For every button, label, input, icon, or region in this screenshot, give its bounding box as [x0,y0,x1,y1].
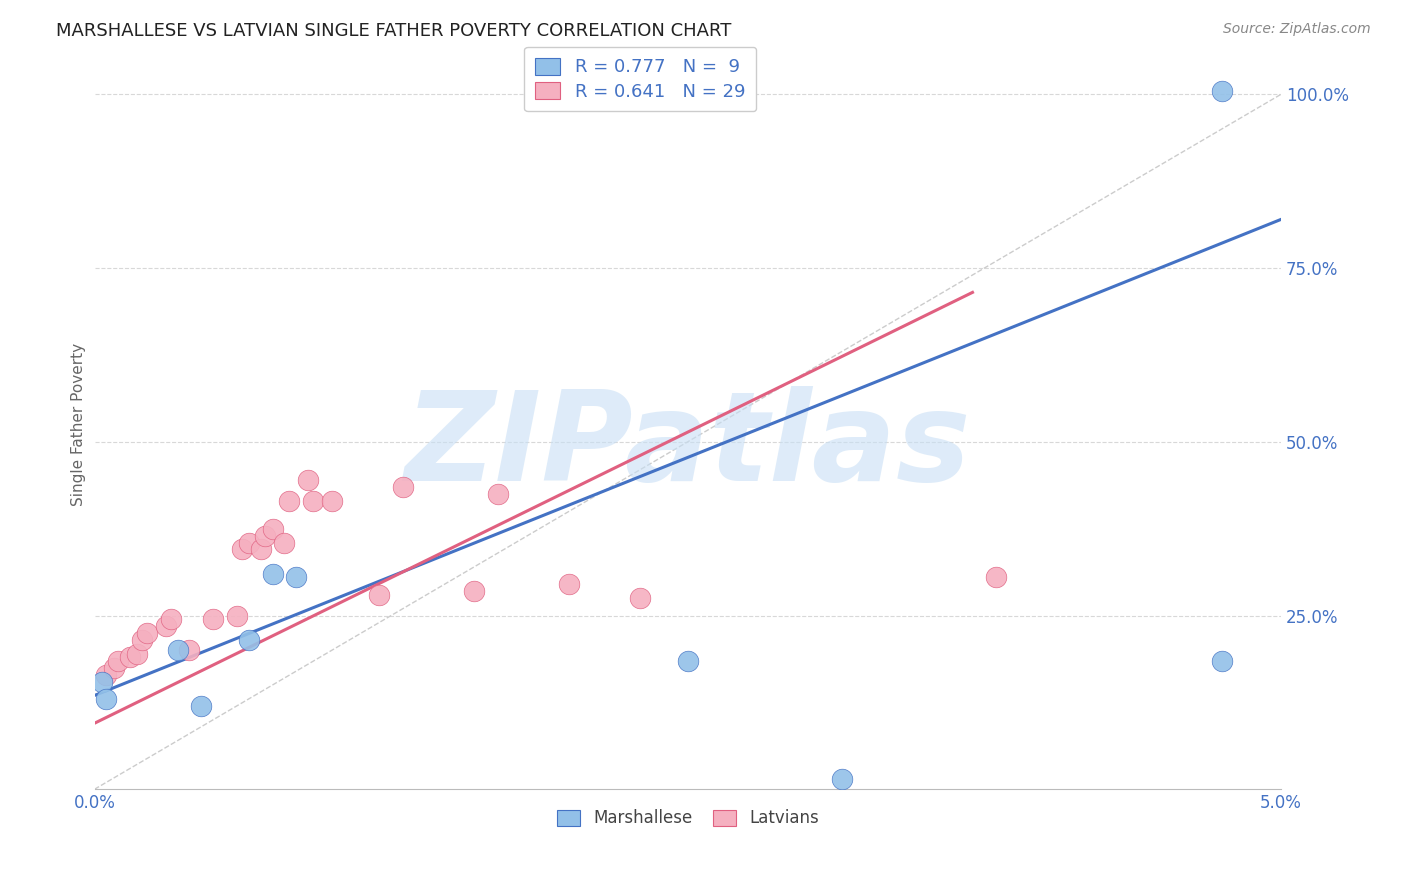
Point [179,643,201,657]
Text: MARSHALLESE VS LATVIAN SINGLE FATHER POVERTY CORRELATION CHART: MARSHALLESE VS LATVIAN SINGLE FATHER POV… [56,22,731,40]
Point [273,535,295,549]
Point [238,535,260,549]
Point [262,522,284,536]
Point [131,632,153,647]
Point [278,493,301,508]
Point [226,608,249,623]
Point [190,698,212,713]
Point [159,612,181,626]
Point [368,588,391,602]
Point [628,591,651,606]
Point [463,584,485,599]
Point [231,542,253,557]
Point [96,692,118,706]
Legend: Marshallese, Latvians: Marshallese, Latvians [548,801,827,836]
Point [297,473,319,487]
Point [202,612,225,626]
Point [392,480,415,494]
Point [986,570,1008,584]
Point [558,577,581,591]
Point [166,643,188,657]
Text: Source: ZipAtlas.com: Source: ZipAtlas.com [1223,22,1371,37]
Point [96,667,118,681]
Point [135,625,157,640]
Point [285,570,308,584]
Point [238,632,260,647]
Point [90,674,112,689]
Y-axis label: Single Father Poverty: Single Father Poverty [72,343,86,506]
Point [103,660,125,674]
Point [302,493,325,508]
Point [676,654,699,668]
Point [254,528,277,542]
Point [120,650,142,665]
Point [155,619,177,633]
Text: ZIPatlas: ZIPatlas [405,386,972,507]
Point [127,647,149,661]
Point [107,654,129,668]
Point [321,493,343,508]
Point [831,772,853,786]
Point [249,542,271,557]
Point [486,487,509,501]
Point [1211,84,1233,98]
Point [262,566,284,581]
Point [1211,654,1233,668]
